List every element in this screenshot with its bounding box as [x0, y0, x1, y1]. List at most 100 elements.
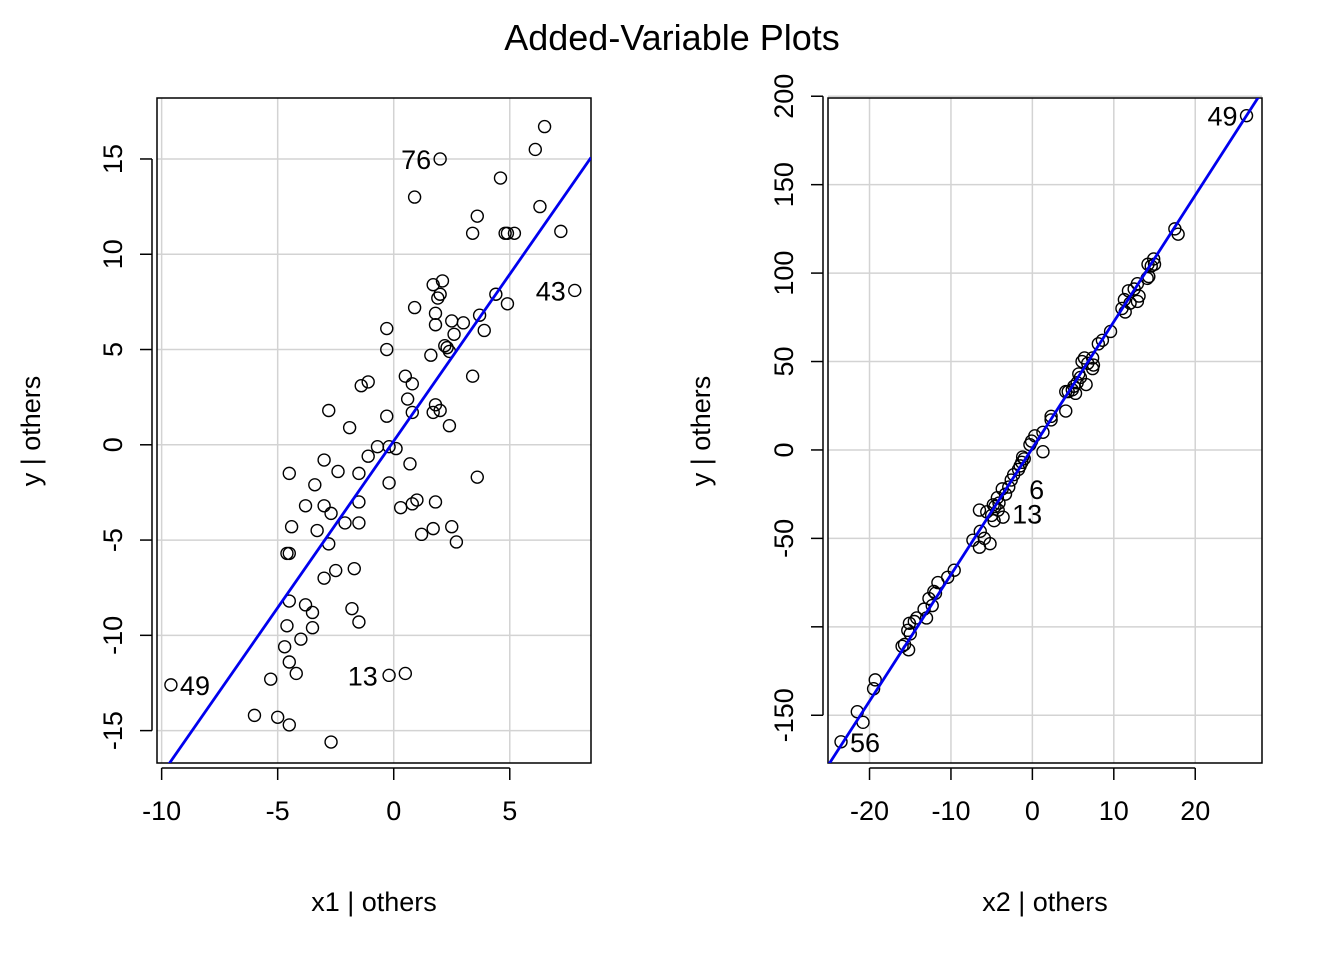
- data-point: [1130, 294, 1145, 309]
- data-point: [284, 520, 299, 534]
- regression-line: [828, 98, 1260, 763]
- x-tick-label: -20: [850, 796, 889, 826]
- data-point: [277, 640, 292, 654]
- data-point: [1132, 289, 1146, 303]
- data-point: [470, 470, 484, 484]
- data-point: [1059, 404, 1073, 418]
- data-point: [493, 171, 508, 185]
- y-tick-label: 100: [769, 251, 799, 296]
- data-point: [972, 540, 987, 554]
- point-label: 76: [401, 145, 431, 175]
- data-point: [380, 342, 394, 357]
- data-point: [966, 533, 980, 547]
- data-point: [352, 516, 366, 530]
- data-point: [1127, 282, 1141, 296]
- data-point: [426, 278, 440, 292]
- data-point: [465, 226, 480, 240]
- data-point: [426, 405, 440, 420]
- data-point: [925, 598, 939, 613]
- data-point: [329, 563, 343, 578]
- x-tick-label: -5: [266, 796, 290, 826]
- data-point: [405, 497, 419, 511]
- data-point: [1004, 473, 1018, 487]
- data-point: [424, 348, 438, 362]
- data-point: [477, 323, 491, 338]
- data-point: [305, 605, 320, 620]
- data-point: [382, 476, 396, 490]
- data-point: [308, 478, 322, 492]
- plot-frame: [156, 97, 592, 764]
- point-label: 13: [348, 661, 378, 691]
- data-point: [568, 283, 582, 298]
- data-point: [433, 403, 447, 418]
- x-axis-label: x2 | others: [982, 887, 1108, 917]
- y-tick-label: -150: [769, 688, 799, 742]
- y-axis-label: y | others: [16, 376, 46, 487]
- data-point: [407, 190, 422, 204]
- x-tick-label: 5: [502, 796, 517, 826]
- data-point: [447, 327, 461, 341]
- data-point: [282, 655, 296, 669]
- data-point: [370, 439, 385, 454]
- data-points: [164, 119, 582, 749]
- data-point: [973, 524, 987, 539]
- y-axis-label: y | others: [686, 376, 716, 487]
- data-point: [398, 369, 413, 383]
- data-point: [472, 308, 487, 322]
- data-point: [407, 300, 422, 315]
- panel-x1: y | others x1 | others -10 -5 0 5 -15 -10 -5 0 5…: [16, 97, 592, 917]
- panel-x2: y | others x2 | others -20 -10 0 10 20 -150 -5…: [686, 74, 1263, 917]
- data-point: [449, 535, 464, 549]
- y-tick-label: 50: [769, 347, 799, 377]
- y-tick-label: -5: [98, 528, 128, 552]
- data-point: [264, 672, 278, 686]
- plot-frame: [827, 97, 1263, 764]
- data-point: [445, 314, 459, 328]
- y-tick-label: -50: [769, 519, 799, 558]
- data-point: [440, 340, 454, 355]
- data-point: [1044, 409, 1058, 424]
- data-point: [164, 678, 178, 692]
- data-point: [382, 668, 396, 683]
- data-point: [972, 503, 987, 517]
- data-point: [280, 619, 294, 633]
- point-label: 56: [850, 728, 880, 758]
- data-point: [298, 499, 313, 513]
- y-tick-label: -10: [98, 616, 128, 655]
- y-tick-label: 0: [769, 442, 799, 457]
- data-point: [414, 527, 429, 542]
- data-point: [1171, 227, 1185, 241]
- data-point: [1091, 337, 1106, 351]
- data-point: [528, 142, 542, 157]
- data-point: [317, 499, 331, 513]
- data-point: [400, 392, 415, 406]
- data-point: [428, 306, 443, 321]
- data-point: [992, 496, 1006, 510]
- data-point: [1044, 413, 1058, 427]
- y-tick-label: 10: [98, 239, 128, 269]
- data-point: [393, 500, 408, 515]
- data-point: [342, 420, 357, 435]
- data-point: [902, 616, 917, 630]
- data-point: [931, 575, 945, 590]
- data-point: [1239, 108, 1254, 123]
- data-point: [324, 506, 338, 521]
- data-point: [294, 632, 308, 646]
- y-tick-label: 0: [98, 437, 128, 452]
- data-point: [345, 601, 359, 616]
- data-point: [361, 375, 375, 389]
- data-point: [1036, 425, 1050, 439]
- point-label: 13: [1012, 500, 1042, 530]
- data-point: [405, 405, 419, 420]
- data-point: [554, 224, 568, 239]
- data-point: [1036, 445, 1050, 459]
- data-point: [500, 226, 515, 240]
- data-point: [331, 464, 345, 479]
- y-tick-label: -15: [98, 711, 128, 750]
- data-point: [489, 287, 503, 301]
- data-point: [354, 379, 368, 393]
- x-tick-label: -10: [931, 796, 970, 826]
- data-point: [403, 457, 417, 471]
- x-tick-label: -10: [142, 796, 181, 826]
